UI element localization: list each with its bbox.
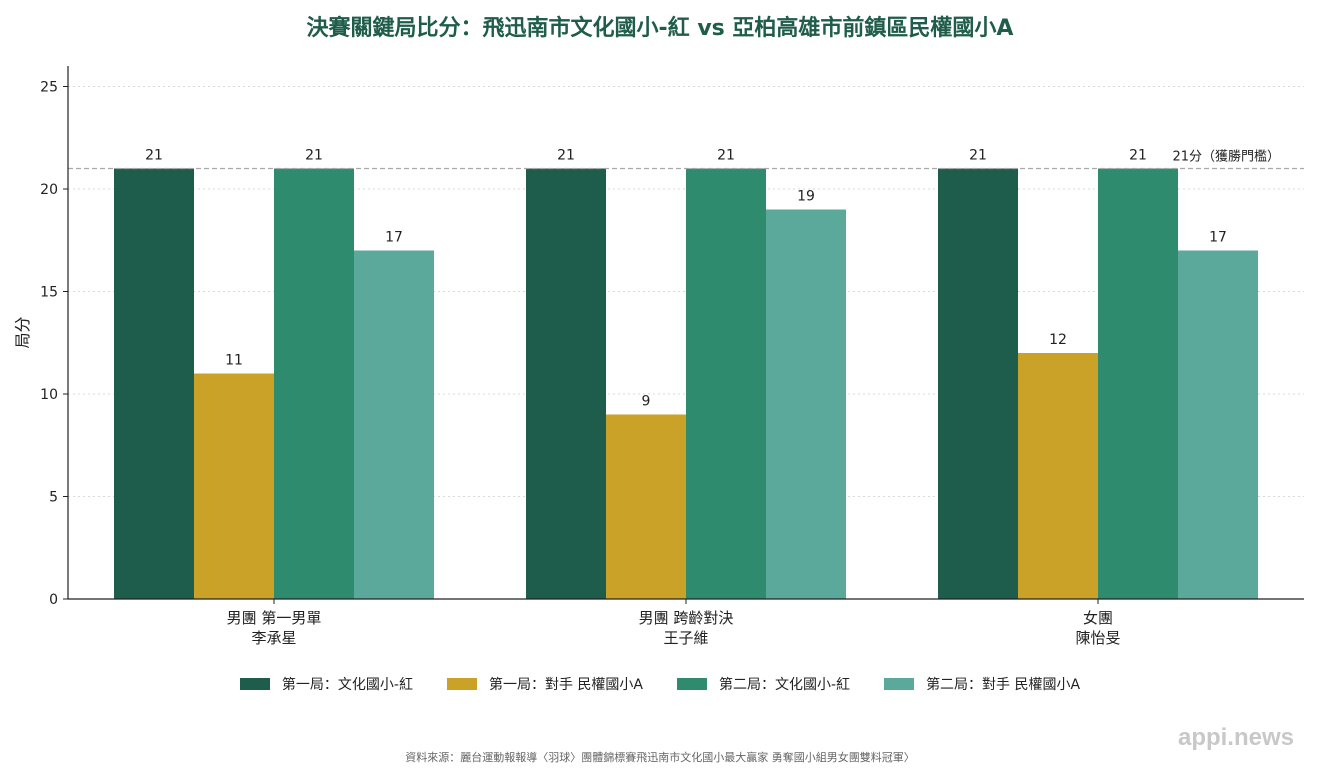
bar-value-label: 12 [1049,332,1067,348]
legend-item: 第二局：文化國小-紅 [677,674,850,694]
bar [1018,353,1098,599]
bar [1178,250,1258,599]
y-tick-label: 0 [49,592,58,608]
y-tick-label: 5 [49,490,58,506]
category-label: 李承星 [251,629,296,647]
legend-swatch [884,678,915,690]
category-label: 女團 [1083,609,1113,627]
legend-label: 第二局：對手 民權國小A [926,677,1081,693]
bar-value-label: 19 [797,189,815,205]
bar [938,168,1018,599]
bar-value-label: 9 [642,394,651,410]
category-label: 男團 跨齡對決 [639,609,734,627]
legend-swatch [239,678,270,690]
bar [1098,168,1178,599]
legend-item: 第二局：對手 民權國小A [884,674,1080,694]
category-label: 男團 第一男單 [227,609,322,627]
y-tick-label: 10 [40,387,58,403]
bar-value-label: 21 [305,148,323,164]
bar [114,168,194,599]
bar [354,250,434,599]
bar [606,414,686,599]
bar-value-label: 21 [145,148,163,164]
watermark: appi.news [1177,724,1294,751]
category-label: 王子維 [663,629,708,647]
legend-swatch [677,678,707,690]
y-tick-label: 25 [40,80,58,96]
source-note: 資料來源：麗台運動報報導〈羽球〉團體錦標賽飛迅南市文化國小最大贏家 勇奪國小組男… [405,751,915,764]
reference-line-label: 21分（獲勝門檻） [1172,149,1280,165]
bar [526,168,606,599]
bar [686,168,766,599]
legend: 第一局：文化國小-紅 第一局：對手 民權國小A 第二局：文化國小-紅 第二局：對手 民… [0,674,1320,694]
bar-value-label: 21 [557,148,575,164]
legend-item: 第一局：文化國小-紅 [239,674,413,694]
y-tick-label: 15 [40,285,58,301]
chart-title: 決賽關鍵局比分：飛迅南市文化國小-紅 vs 亞柏高雄市前鎮區民權國小A [306,16,1014,41]
legend-label: 第二局：文化國小-紅 [719,677,851,693]
bar-value-label: 17 [385,230,403,246]
bar [194,373,274,599]
legend-label: 第一局：文化國小-紅 [281,677,413,693]
bar [766,209,846,599]
bar-value-label: 17 [1209,230,1227,246]
bar [274,168,354,599]
legend-swatch [446,678,477,690]
category-label: 陳怡旻 [1075,629,1120,647]
bar-value-label: 21 [717,148,735,164]
y-tick-label: 20 [40,182,58,198]
y-axis-label: 局分 [13,316,32,348]
bar-value-label: 21 [969,148,987,164]
legend-label: 第一局：對手 民權國小A [488,677,643,693]
bar-value-label: 11 [225,353,243,369]
bar-value-label: 21 [1129,148,1147,164]
legend-item: 第一局：對手 民權國小A [446,674,643,694]
